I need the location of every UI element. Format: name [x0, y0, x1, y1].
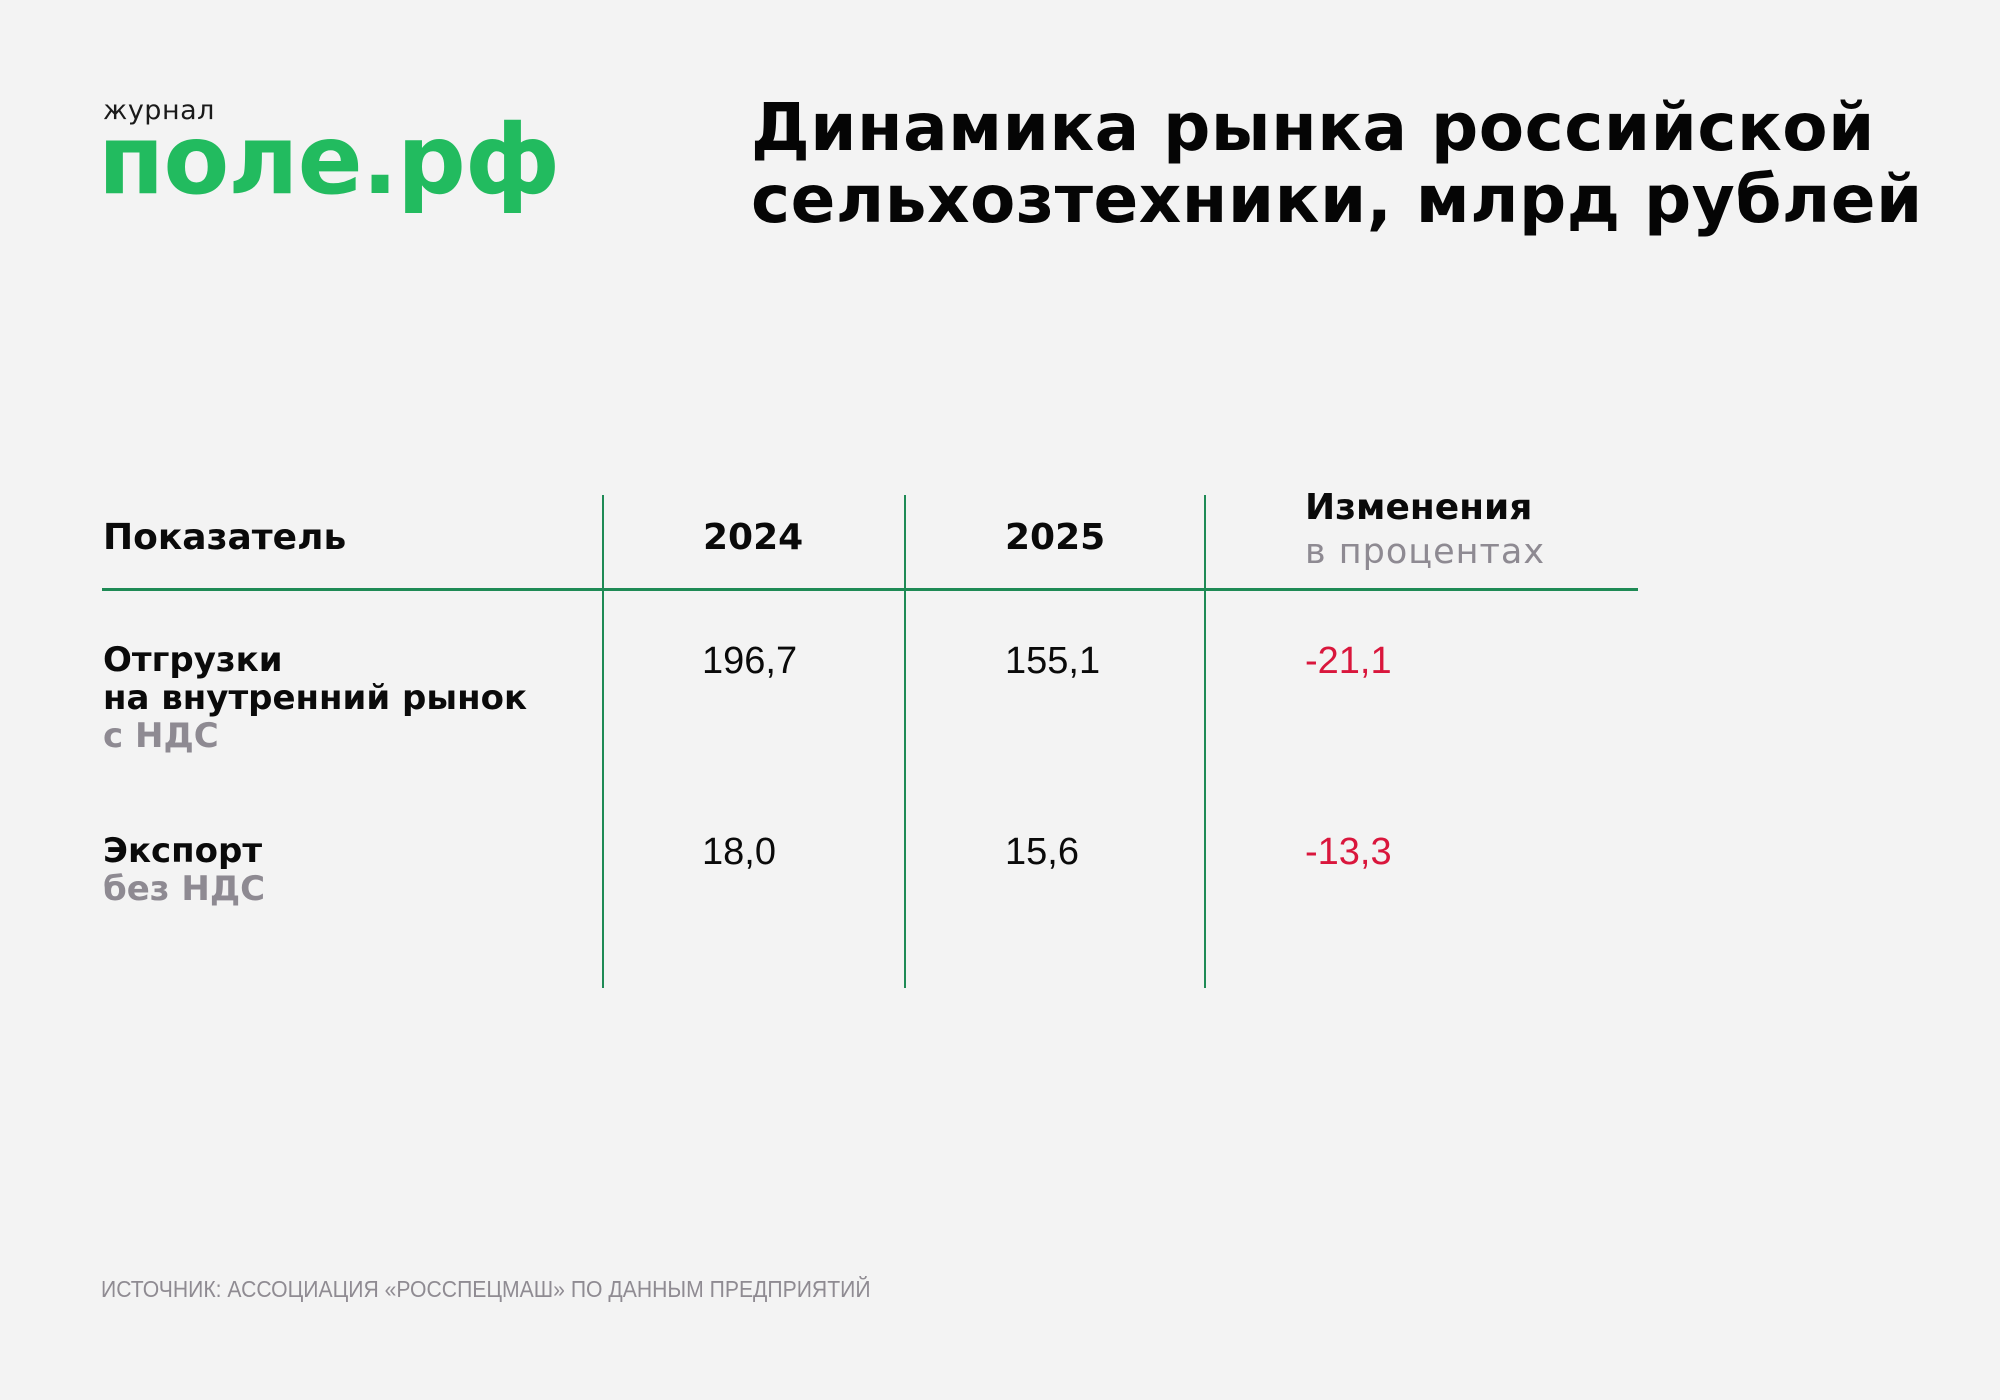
- row-label-line: Экспорт: [103, 831, 263, 871]
- column-divider-3: [1204, 495, 1206, 988]
- page-title: Динамика рынка российской сельхозтехники…: [751, 92, 1923, 236]
- row-label-line: на внутренний рынок: [103, 678, 528, 718]
- cell-change: -21,1: [1305, 640, 1392, 682]
- cell-2024: 196,7: [702, 640, 798, 682]
- logo-journal-label: журнал: [103, 95, 215, 126]
- cell-2024: 18,0: [702, 831, 776, 873]
- header-indicator: Показатель: [103, 517, 347, 558]
- header-divider: [102, 588, 1638, 591]
- cell-change: -13,3: [1305, 831, 1392, 873]
- cell-2025: 155,1: [1005, 640, 1101, 682]
- header-2024: 2024: [703, 517, 804, 558]
- table-row-label: Экспорт без НДС: [103, 832, 265, 908]
- source-note: ИСТОЧНИК: АССОЦИАЦИЯ «РОССПЕЦМАШ» ПО ДАН…: [101, 1276, 871, 1302]
- row-label-line: Отгрузки: [103, 640, 283, 680]
- header-change-unit: в процентах: [1305, 532, 1546, 572]
- table-row-label: Отгрузки на внутренний рынок с НДС: [103, 641, 527, 755]
- column-divider-2: [904, 495, 906, 988]
- cell-2025: 15,6: [1005, 831, 1079, 873]
- row-label-note: без НДС: [103, 869, 266, 909]
- logo-pole-rf: поле.рф: [98, 104, 560, 216]
- header-2025: 2025: [1005, 517, 1106, 558]
- column-divider-1: [602, 495, 604, 988]
- row-label-note: с НДС: [103, 716, 219, 756]
- title-line-1: Динамика рынка российской: [751, 89, 1875, 166]
- header-change: Изменения: [1305, 487, 1533, 528]
- title-line-2: сельхозтехники, млрд рублей: [751, 161, 1923, 238]
